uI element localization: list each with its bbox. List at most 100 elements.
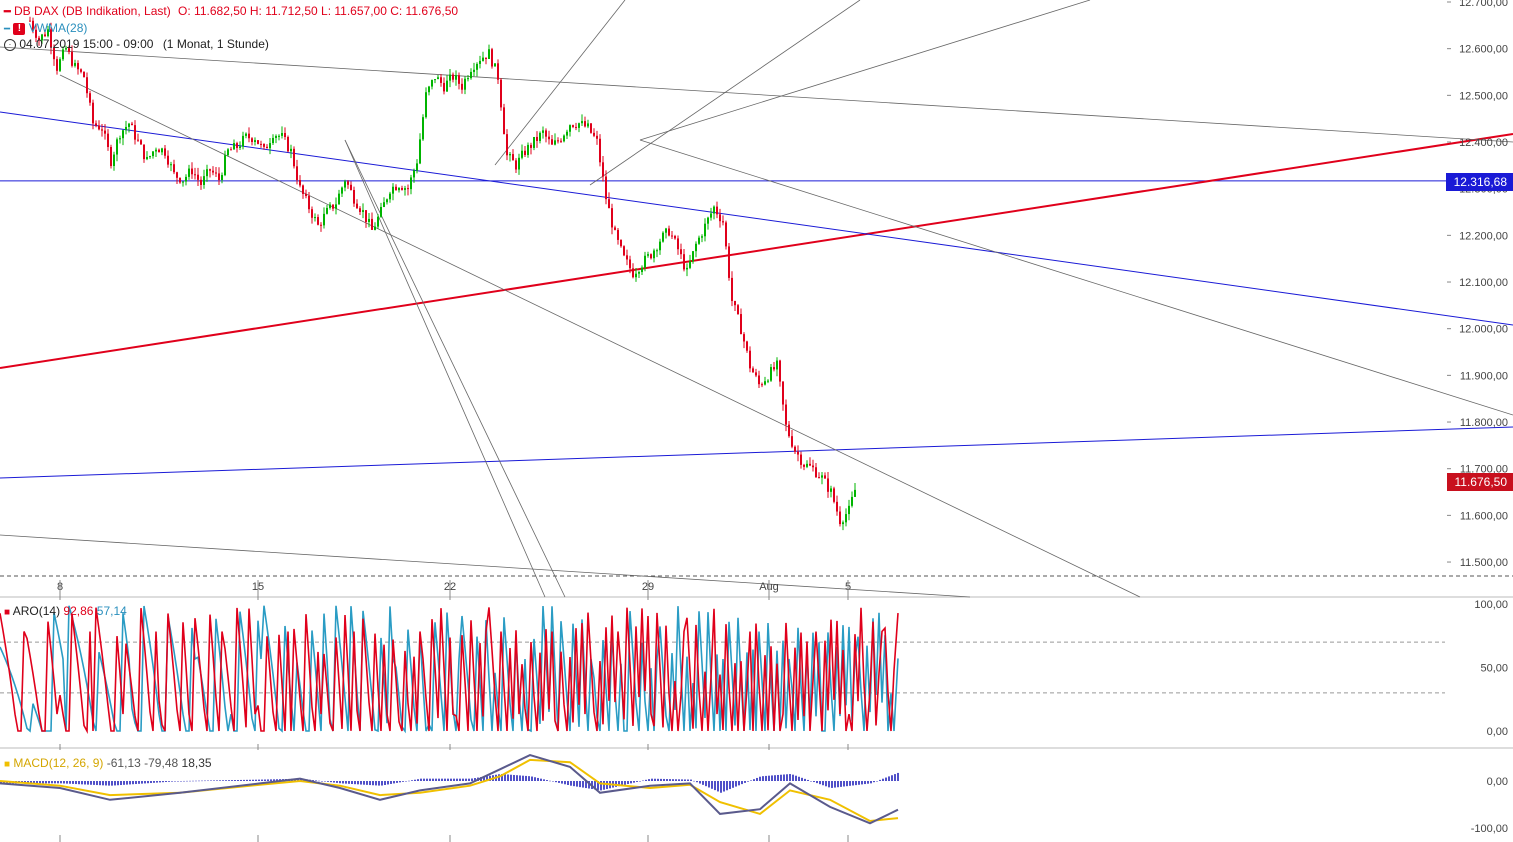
collapse-icon[interactable]: ━ [4, 6, 11, 18]
candle-body [575, 126, 577, 128]
macd-hist-bar [54, 781, 56, 784]
macd-hist-bar [858, 781, 860, 785]
y-tick-label: 12.500,00 [1459, 90, 1508, 102]
macd-hist-bar [822, 781, 824, 786]
candle-body [401, 188, 403, 190]
candle-body [851, 496, 853, 506]
macd-hist-bar [777, 774, 779, 781]
candle-body [842, 522, 844, 525]
macd-hist-bar [861, 781, 863, 785]
indicator-name[interactable]: VWMA(28) [28, 21, 88, 35]
candle-body [68, 48, 70, 52]
macd-hist-bar [144, 781, 146, 784]
macd-hist-bar [741, 781, 743, 785]
candle-body [146, 156, 148, 160]
candle-body [212, 170, 214, 173]
macd-hist-bar [63, 781, 65, 784]
candle-body [782, 381, 784, 405]
gray-trendline [639, 139, 1513, 416]
candle-body [395, 186, 397, 191]
candle-body [623, 246, 625, 256]
macd-hist-bar [624, 781, 626, 785]
macd-hist-bar [714, 781, 716, 791]
macd-hist-bar [255, 779, 257, 781]
macd-hist-bar [438, 778, 440, 781]
macd-hist-bar [162, 781, 164, 783]
macd-hist-bar [573, 781, 575, 787]
macd-hist-bar [519, 775, 521, 781]
candle-body [308, 195, 310, 210]
aroon-label[interactable]: ARO(14) [12, 604, 61, 618]
macd-hist-bar [114, 781, 116, 786]
gray-trendline [59, 74, 1141, 598]
candle-body [635, 273, 637, 278]
candle-body [668, 228, 670, 236]
macd-hist-bar [273, 779, 275, 781]
macd-hist-bar [348, 781, 350, 784]
candle-body [245, 133, 247, 136]
aroon-tick-label: 50,00 [1480, 663, 1508, 675]
horizontal-line-price-tag[interactable]: 12.316,68 [1445, 173, 1513, 191]
candle-body [248, 133, 250, 139]
candle-body [272, 137, 274, 144]
candle-body [329, 204, 331, 208]
candle-body [692, 251, 694, 262]
macd-hist-bar [732, 781, 734, 788]
macd-hist-bar [153, 781, 155, 783]
macd-hist-bar [681, 779, 683, 781]
candle-body [338, 193, 340, 205]
macd-label[interactable]: MACD(12, 26, 9) [13, 756, 104, 770]
macd-hist-bar [852, 781, 854, 786]
candle-body [311, 209, 313, 218]
macd-hist-bar [345, 781, 347, 784]
candle-body [827, 478, 829, 492]
macd-hist-bar [426, 778, 428, 781]
candle-body [317, 217, 319, 225]
macd-hist-bar [507, 774, 509, 781]
candle-body [80, 69, 82, 72]
macd-hist-bar [90, 781, 92, 785]
candle-body [374, 226, 376, 230]
x-axis: 8152229Aug5 [57, 580, 851, 842]
candle-body [140, 140, 142, 145]
candle-body [527, 144, 529, 155]
macd-hist-bar [597, 781, 599, 790]
trendlines [0, 0, 1513, 598]
exclamation-icon[interactable]: ! [13, 22, 26, 35]
candle-body [422, 117, 424, 140]
candle-body [686, 267, 688, 270]
macd-hist-bar [393, 781, 395, 784]
candle-body [572, 125, 574, 127]
candle-body [392, 186, 394, 194]
candle-body [773, 367, 775, 370]
candle-body [539, 132, 541, 141]
y-tick-label: 12.000,00 [1459, 324, 1508, 336]
macd-hist-bar [354, 781, 356, 785]
macd-hist-bar [846, 781, 848, 787]
macd-hist-bar [399, 781, 401, 783]
macd-hist-bar [771, 775, 773, 781]
candle-body [386, 199, 388, 203]
macd-hist-bar [402, 781, 404, 782]
macd-hist-bar [360, 781, 362, 785]
y-tick-label: 11.600,00 [1460, 510, 1508, 522]
candle-body [641, 267, 643, 273]
macd-hist-bar [210, 780, 212, 781]
candle-body [728, 246, 730, 278]
candle-body [113, 154, 115, 167]
candle-body [761, 384, 763, 386]
aroon-legend: ■ ARO(14) 92,86 57,14 [4, 604, 127, 618]
candle-body [740, 314, 742, 335]
macd-hist-bar [108, 781, 110, 786]
macd-hist-bar [378, 781, 380, 786]
macd-hist-bar [867, 781, 869, 784]
macd-hist-bar [237, 779, 239, 781]
candle-body [314, 217, 316, 219]
candle-body [161, 148, 163, 153]
macd-hist-bar [369, 781, 371, 786]
candle-body [284, 133, 286, 138]
last-price-tag[interactable]: 11.676,50 [1446, 473, 1513, 491]
candle-body [53, 47, 55, 60]
candle-body [257, 140, 259, 144]
